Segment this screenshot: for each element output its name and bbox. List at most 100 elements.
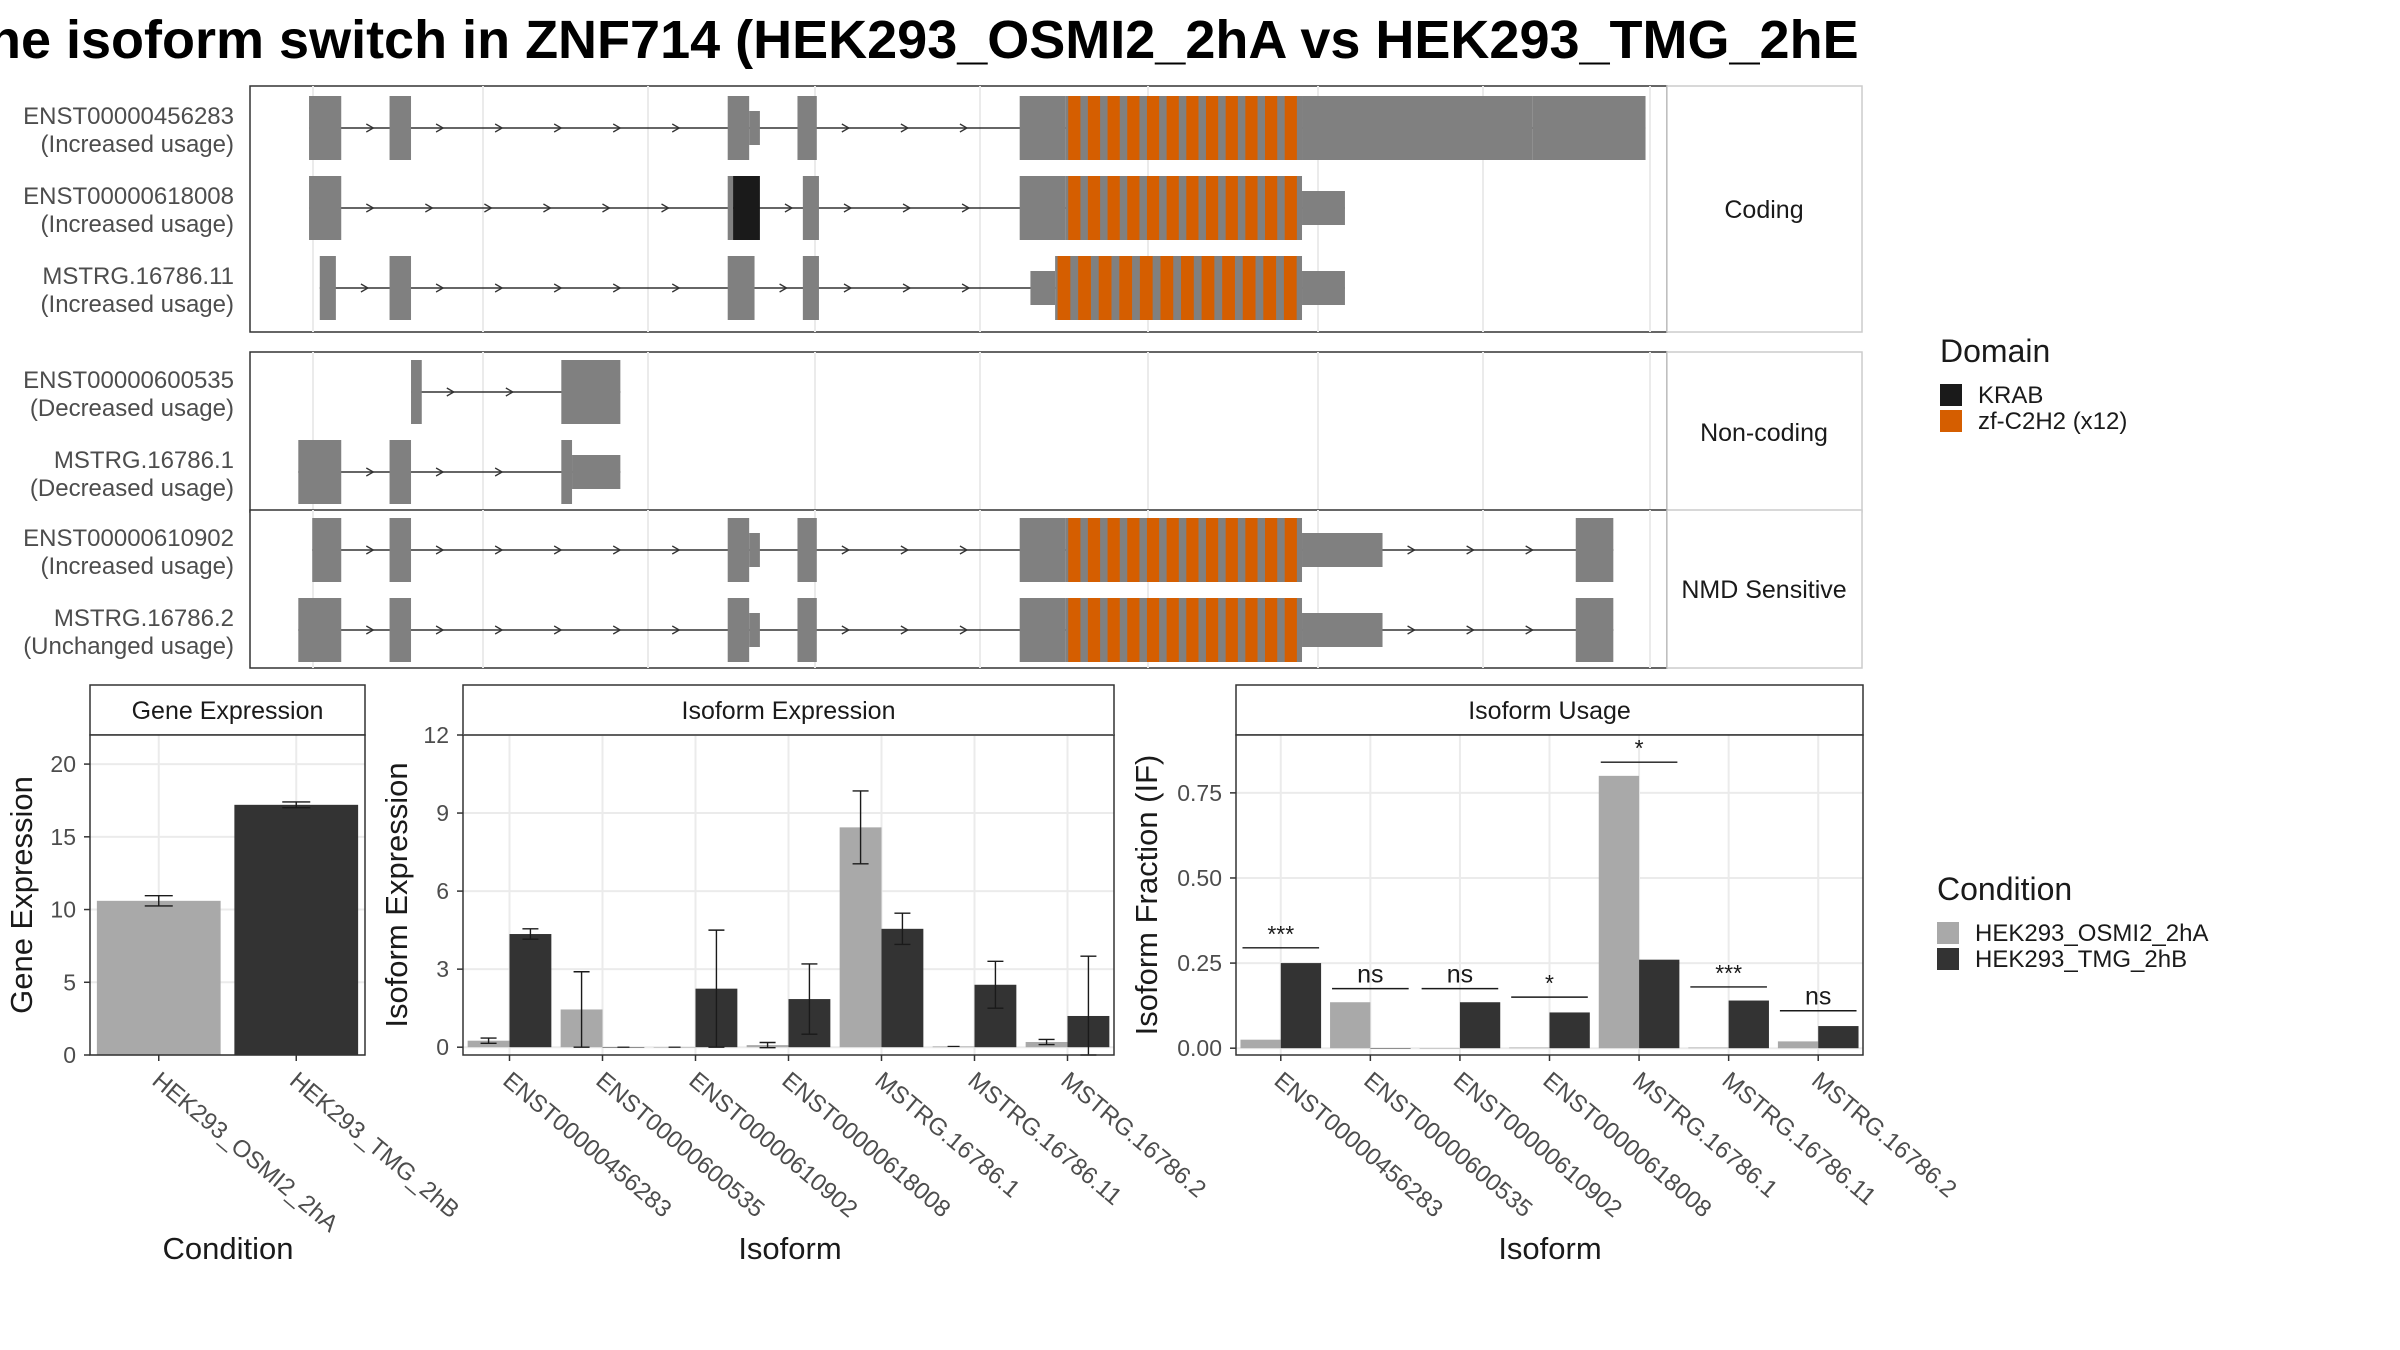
- intron-arrow: [841, 123, 851, 133]
- bar: [1330, 1002, 1371, 1049]
- structure-strip-label: Coding: [1724, 196, 1803, 224]
- exon-block: [1302, 271, 1345, 305]
- transcript-usage: (Decreased usage): [30, 475, 234, 502]
- transcript-name: ENST00000618008: [23, 183, 234, 210]
- zf-c2h2-domain: [1068, 518, 1081, 582]
- transcript-name: ENST00000456283: [23, 103, 234, 130]
- zf-c2h2-domain: [1107, 518, 1120, 582]
- zf-c2h2-domain: [1107, 598, 1120, 662]
- exon-block: [1019, 96, 1066, 160]
- zf-c2h2-domain: [1127, 176, 1140, 240]
- transcript-row: ENST00000610902(Increased usage): [23, 518, 1614, 582]
- intron-arrow: [494, 283, 504, 293]
- domain-legend-label: zf-C2H2 (x12): [1978, 408, 2127, 435]
- exon-block: [1065, 598, 1303, 662]
- panel-title: Isoform Usage: [1468, 697, 1631, 725]
- x-tick-label: ENST00000618008: [1538, 1067, 1717, 1223]
- intron-arrow: [1525, 545, 1534, 555]
- zf-c2h2-domain: [1107, 176, 1120, 240]
- transcript-row: ENST00000600535(Decreased usage): [23, 360, 621, 424]
- intron-arrow: [553, 545, 563, 555]
- transcript-name: MSTRG.16786.2: [54, 605, 234, 632]
- zf-c2h2-domain: [1127, 96, 1140, 160]
- zf-c2h2-domain: [1245, 176, 1258, 240]
- zf-c2h2-domain: [1265, 96, 1278, 160]
- zf-c2h2-domain: [1225, 598, 1238, 662]
- zf-c2h2-domain: [1265, 518, 1278, 582]
- exon-block: [749, 613, 760, 647]
- zf-c2h2-domain: [1284, 598, 1297, 662]
- zf-c2h2-domain: [1225, 96, 1238, 160]
- zf-c2h2-domain: [1245, 518, 1258, 582]
- exon-block: [749, 533, 760, 567]
- exon-block: [1065, 518, 1303, 582]
- bar: [1509, 1047, 1550, 1049]
- intron-arrow: [1466, 625, 1475, 635]
- intron-arrow: [661, 203, 670, 213]
- intron-arrow: [365, 545, 375, 555]
- intron-arrow: [961, 283, 971, 293]
- intron-arrow: [959, 545, 969, 555]
- bar: [1818, 1026, 1859, 1049]
- intron-arrow: [446, 387, 456, 397]
- transcript-row: MSTRG.16786.2(Unchanged usage): [23, 598, 1614, 662]
- exon-block: [1065, 96, 1303, 160]
- intron-arrow: [543, 203, 552, 213]
- x-axis-title: Isoform: [1498, 1231, 1601, 1266]
- transcript-usage: (Increased usage): [41, 291, 234, 318]
- transcript-row: MSTRG.16786.1(Decreased usage): [30, 440, 621, 504]
- bars: ***ns ns *****ns: [1240, 735, 1859, 1049]
- exon-block: [1532, 96, 1646, 160]
- transcript-row: MSTRG.16786.11(Increased usage): [41, 256, 1345, 320]
- condition-legend-label: HEK293_OSMI2_2hA: [1975, 920, 2208, 947]
- exon-block: [727, 176, 734, 240]
- x-tick-label: MSTRG.16786.11: [1717, 1067, 1881, 1211]
- intron-arrow: [612, 625, 622, 635]
- bar-panel-0: Gene Expression05101520HEK293_OSMI2_2hAH…: [4, 684, 464, 1266]
- zf-c2h2-domain: [1225, 518, 1238, 582]
- intron-arrow: [1407, 545, 1416, 555]
- x-tick-label: ENST00000456283: [1269, 1067, 1448, 1223]
- transcript-usage: (Decreased usage): [30, 395, 234, 422]
- significance-label: ***: [1715, 960, 1742, 986]
- exon-block: [1055, 256, 1303, 320]
- transcript-row: ENST00000456283(Increased usage): [23, 96, 1646, 160]
- significance-label: ns: [1447, 961, 1473, 989]
- zf-c2h2-domain: [1057, 256, 1071, 320]
- y-tick-label: 0.50: [1177, 865, 1222, 891]
- bar: [96, 900, 221, 1055]
- panel-title: Isoform Expression: [682, 697, 896, 725]
- bar: [1419, 1048, 1460, 1049]
- transcript-usage: (Increased usage): [41, 131, 234, 158]
- x-tick-label: ENST00000600535: [1359, 1067, 1538, 1223]
- exon-block: [389, 440, 412, 504]
- x-axis-title: Condition: [163, 1231, 294, 1266]
- y-tick-label: 6: [436, 878, 449, 904]
- intron-arrow: [959, 123, 969, 133]
- zf-c2h2-domain: [1087, 176, 1101, 240]
- zf-c2h2-domain: [1098, 256, 1112, 320]
- zf-c2h2-domain: [1181, 256, 1194, 320]
- bar: [1370, 1048, 1411, 1049]
- zf-c2h2-domain: [1284, 96, 1297, 160]
- zf-c2h2-domain: [1263, 256, 1277, 320]
- structure-panel-frame: [249, 351, 1668, 513]
- intron-arrow: [435, 625, 445, 635]
- exon-block: [572, 455, 621, 489]
- intron-arrow: [902, 283, 912, 293]
- exon-block: [749, 111, 760, 145]
- transcript-usage: (Increased usage): [41, 211, 234, 238]
- intron-arrow: [671, 625, 681, 635]
- y-axis-title: Isoform Expression: [379, 762, 414, 1027]
- bar: [1280, 963, 1322, 1049]
- transcript-name: ENST00000600535: [23, 367, 234, 394]
- y-axis-title: Gene Expression: [4, 776, 39, 1014]
- intron-arrow: [365, 625, 375, 635]
- bar: [1598, 775, 1640, 1049]
- bars: [467, 790, 1110, 1056]
- x-tick-label: ENST00000610902: [1448, 1067, 1627, 1223]
- exon-block: [1302, 191, 1345, 225]
- zf-c2h2-domain: [1245, 598, 1258, 662]
